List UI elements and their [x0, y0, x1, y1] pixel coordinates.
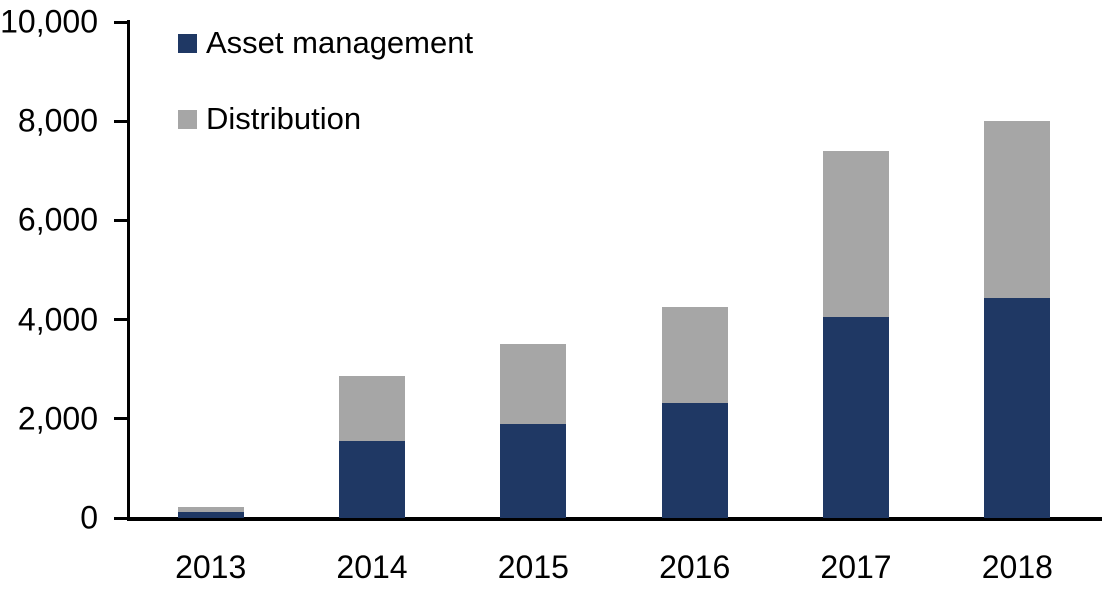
- x-tick-label: 2018: [981, 549, 1053, 585]
- bar-segment-distribution: [823, 150, 889, 318]
- x-tick-label: 2015: [497, 549, 569, 585]
- x-axis-line: [127, 517, 1102, 521]
- y-tick-label: 0: [80, 499, 98, 536]
- x-tick-label: 2013: [175, 549, 247, 585]
- y-tick-mark: [114, 516, 130, 520]
- bar-segment-asset-management: [823, 317, 889, 518]
- y-tick-label: 10,000: [0, 3, 98, 40]
- legend-item: Distribution: [178, 101, 362, 136]
- legend-swatch-icon: [178, 33, 197, 53]
- y-tick-label: 2,000: [17, 400, 98, 437]
- bar-segment-distribution: [500, 344, 567, 424]
- legend-item: Asset management: [178, 25, 474, 60]
- y-tick-mark: [114, 318, 130, 322]
- bar-segment-distribution: [984, 121, 1051, 299]
- bar-segment-asset-management: [984, 298, 1051, 518]
- y-tick-label: 4,000: [17, 301, 98, 338]
- y-tick-mark: [114, 417, 130, 421]
- x-tick-label: 2014: [336, 549, 408, 585]
- bar-segment-asset-management: [661, 402, 728, 518]
- y-tick-mark: [114, 119, 130, 123]
- y-axis-line: [127, 20, 130, 521]
- y-tick-mark: [114, 20, 130, 24]
- bar-segment-asset-management: [500, 423, 567, 518]
- bar-segment-distribution: [339, 375, 405, 442]
- legend-label: Distribution: [206, 101, 362, 136]
- y-tick-label: 6,000: [17, 201, 98, 238]
- bar-segment-distribution: [661, 307, 728, 403]
- bar-segment-distribution: [177, 507, 244, 513]
- bar-segment-asset-management: [177, 512, 244, 518]
- bar-segment-asset-management: [339, 441, 405, 518]
- y-tick-mark: [114, 218, 130, 222]
- x-tick-label: 2017: [820, 549, 892, 585]
- y-tick-label: 8,000: [17, 102, 98, 139]
- legend-label: Asset management: [206, 25, 474, 60]
- x-tick-label: 2016: [659, 549, 731, 585]
- legend-swatch-icon: [178, 109, 197, 129]
